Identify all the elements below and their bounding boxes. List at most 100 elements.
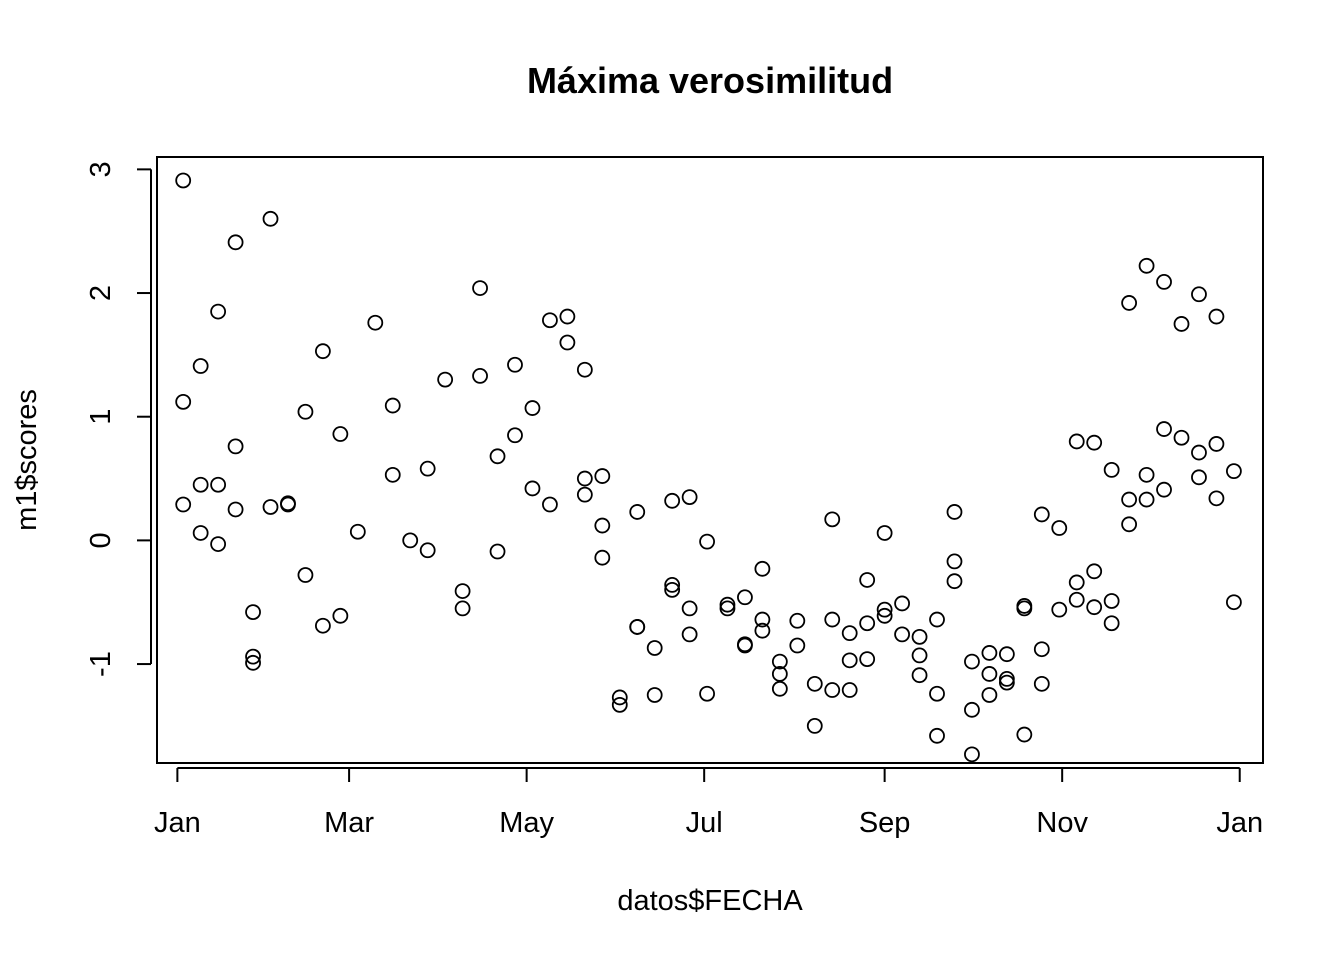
x-tick-label: Jan [154, 807, 201, 839]
data-point [611, 696, 628, 713]
data-point [664, 577, 681, 593]
data-point [175, 393, 192, 410]
data-point [964, 701, 980, 718]
y-tick-label: 2 [85, 285, 117, 301]
data-point [1173, 429, 1190, 446]
data-point [754, 560, 771, 577]
data-point [911, 667, 928, 684]
data-point [1191, 286, 1207, 303]
data-point [754, 622, 771, 639]
data-point [806, 675, 823, 692]
data-point [489, 543, 506, 560]
data-point [245, 648, 261, 665]
data-point [946, 553, 963, 570]
data-point [824, 611, 841, 628]
data-point [437, 371, 454, 388]
data-point [454, 600, 471, 617]
data-point [719, 600, 736, 617]
data-point [911, 647, 928, 664]
y-tick-label: 3 [85, 161, 117, 177]
data-point [542, 312, 558, 329]
data-point [1208, 436, 1225, 452]
data-point [789, 612, 806, 629]
data-point [524, 400, 541, 416]
data-point [192, 358, 209, 374]
data-point [964, 746, 980, 763]
data-point [192, 476, 209, 493]
data-point [824, 682, 841, 698]
data-point [576, 470, 593, 487]
data-point [1191, 444, 1207, 461]
data-point [699, 685, 715, 702]
data-point [559, 334, 576, 351]
data-point [367, 314, 384, 331]
data-point [981, 645, 998, 661]
data-point [629, 504, 646, 520]
data-point [859, 572, 876, 588]
data-point [227, 501, 244, 518]
x-tick-label: Sep [859, 807, 911, 839]
data-point [681, 489, 698, 506]
data-point [876, 525, 893, 541]
x-tick-label: Jul [686, 807, 723, 839]
y-axis-label: m1$scores [11, 389, 43, 531]
data-point [419, 542, 436, 559]
data-point [559, 308, 576, 325]
data-point [1068, 433, 1085, 450]
data-point [1103, 461, 1120, 478]
data-point [1225, 463, 1242, 480]
y-axis: -1 0 1 2 3 [85, 161, 152, 677]
data-point [227, 234, 244, 251]
data-point [664, 492, 681, 509]
data-point [894, 626, 910, 643]
data-point [754, 611, 771, 628]
data-point [929, 685, 945, 702]
data-point [175, 172, 192, 189]
data-point [542, 496, 558, 513]
data-point [719, 596, 736, 613]
x-tick-label: Nov [1036, 807, 1088, 839]
data-point [1138, 466, 1155, 483]
data-point [402, 532, 419, 549]
data-point [981, 666, 998, 682]
y-tick-label: 1 [85, 409, 117, 425]
data-point [646, 640, 663, 656]
data-point [210, 536, 227, 552]
data-point [841, 625, 858, 642]
data-point [1156, 481, 1172, 498]
data-point [1121, 295, 1138, 311]
data-point [245, 604, 261, 621]
data-point [1138, 257, 1155, 274]
data-point [771, 653, 788, 670]
x-tick-label: May [499, 807, 554, 839]
data-points [175, 172, 1242, 763]
data-point [192, 525, 209, 541]
data-point [646, 687, 663, 703]
data-point [576, 486, 593, 503]
data-point [262, 210, 279, 227]
data-point [1103, 593, 1120, 609]
data-point [297, 403, 314, 420]
data-point [332, 426, 349, 442]
data-point [824, 511, 841, 528]
data-point [859, 615, 876, 632]
data-point [929, 727, 945, 744]
data-point [576, 361, 593, 378]
data-point [332, 607, 349, 624]
data-point [946, 504, 963, 520]
data-point [998, 671, 1015, 687]
plot-frame [156, 156, 1264, 764]
data-point [297, 567, 314, 583]
data-point [314, 343, 331, 360]
data-point [964, 653, 980, 670]
data-point [384, 466, 401, 483]
data-point [876, 601, 893, 618]
data-point [1086, 434, 1103, 451]
data-point [876, 607, 893, 624]
data-point [454, 583, 471, 599]
data-point [911, 628, 928, 645]
data-point [594, 517, 611, 534]
data-point [1068, 574, 1085, 591]
data-point [806, 717, 823, 734]
data-point [1086, 563, 1103, 580]
